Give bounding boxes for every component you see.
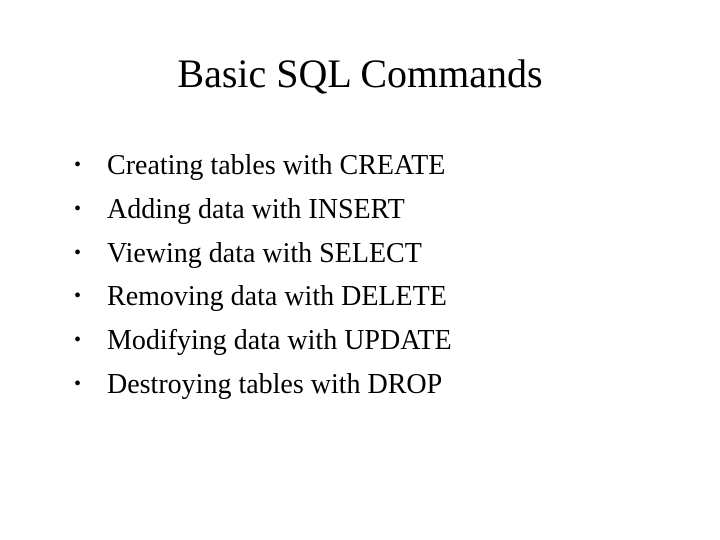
bullet-icon: •: [74, 152, 81, 179]
list-item: • Adding data with INSERT: [74, 191, 650, 229]
list-item: • Modifying data with UPDATE: [74, 322, 650, 360]
bullet-text: Removing data with DELETE: [107, 278, 650, 316]
bullet-icon: •: [74, 371, 81, 398]
bullet-icon: •: [74, 327, 81, 354]
bullet-text: Adding data with INSERT: [107, 191, 650, 229]
list-item: • Removing data with DELETE: [74, 278, 650, 316]
slide-title: Basic SQL Commands: [70, 50, 650, 97]
bullet-list: • Creating tables with CREATE • Adding d…: [70, 147, 650, 404]
bullet-icon: •: [74, 196, 81, 223]
list-item: • Destroying tables with DROP: [74, 366, 650, 404]
slide-container: Basic SQL Commands • Creating tables wit…: [0, 0, 720, 540]
bullet-text: Viewing data with SELECT: [107, 235, 650, 273]
bullet-text: Destroying tables with DROP: [107, 366, 650, 404]
bullet-text: Creating tables with CREATE: [107, 147, 650, 185]
bullet-icon: •: [74, 240, 81, 267]
bullet-icon: •: [74, 283, 81, 310]
bullet-text: Modifying data with UPDATE: [107, 322, 650, 360]
list-item: • Creating tables with CREATE: [74, 147, 650, 185]
list-item: • Viewing data with SELECT: [74, 235, 650, 273]
